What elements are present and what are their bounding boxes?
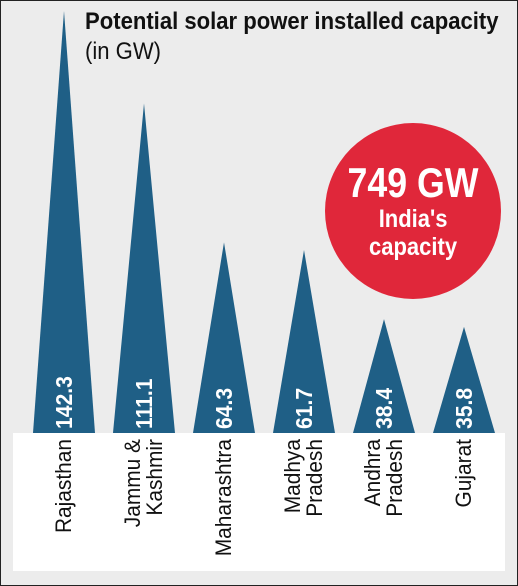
value-label-2: 64.3 <box>211 388 237 429</box>
category-label-band <box>13 433 505 571</box>
chart-title-block: Potential solar power installed capacity… <box>85 7 508 67</box>
value-label-0: 142.3 <box>51 376 77 429</box>
badge-value: 749 GW <box>347 159 479 206</box>
badge-label-line1: India's <box>378 205 448 233</box>
category-label-4-line-0: Andhra <box>361 439 386 506</box>
chart-unit: (in GW) <box>85 38 162 65</box>
category-label-4-line-1: Pradesh <box>383 439 408 517</box>
category-label-3-line-1: Pradesh <box>303 439 328 517</box>
bar-1 <box>113 103 175 434</box>
category-label-5-line-0: Gujarat <box>452 439 477 508</box>
value-label-3: 61.7 <box>291 388 317 429</box>
chart-title: Potential solar power installed capacity <box>85 8 499 35</box>
bar-3 <box>273 250 335 433</box>
category-label-1-line-0: Jammu & <box>121 439 146 527</box>
bar-4 <box>353 319 415 433</box>
category-label-2-line-0: Maharashtra <box>212 439 237 556</box>
bar-5 <box>433 326 495 433</box>
badge-label-line2: capacity <box>368 233 458 261</box>
value-label-5: 35.8 <box>451 388 477 429</box>
category-label-3-line-0: Madhya <box>281 439 306 513</box>
category-label-1-line-1: Kashmir <box>143 439 168 516</box>
bar-0 <box>33 11 95 433</box>
value-label-1: 111.1 <box>131 378 157 429</box>
value-label-4: 38.4 <box>371 387 397 429</box>
bar-2 <box>193 242 255 433</box>
category-label-0-line-0: Rajasthan <box>52 439 77 533</box>
total-capacity-badge: 749 GW India's capacity <box>325 123 501 299</box>
